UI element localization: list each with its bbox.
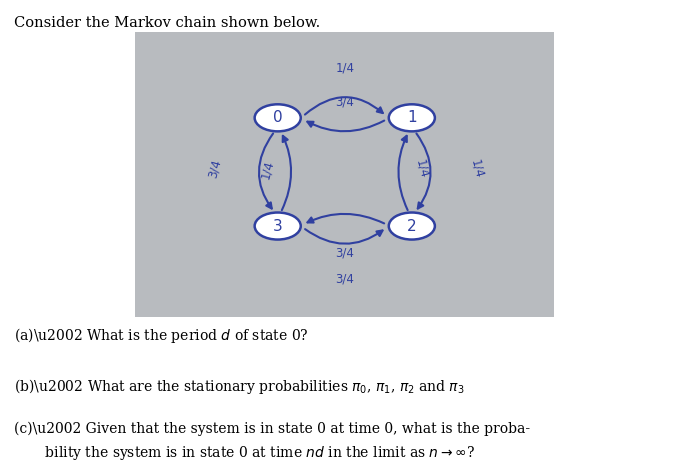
Text: 1/4: 1/4 — [468, 158, 485, 180]
FancyArrowPatch shape — [282, 136, 291, 210]
FancyArrowPatch shape — [305, 97, 383, 114]
Text: 1/4: 1/4 — [335, 62, 354, 75]
Ellipse shape — [255, 104, 301, 131]
Text: 1/4: 1/4 — [258, 158, 276, 180]
Text: 0: 0 — [273, 110, 283, 125]
Text: 2: 2 — [407, 219, 416, 233]
Text: Consider the Markov chain shown below.: Consider the Markov chain shown below. — [14, 16, 320, 30]
Ellipse shape — [255, 213, 301, 239]
Text: 1/4: 1/4 — [414, 158, 431, 180]
Text: 3/4: 3/4 — [335, 272, 354, 285]
FancyArrowPatch shape — [259, 133, 273, 208]
FancyArrowPatch shape — [416, 133, 431, 208]
Text: (a)\u2002 What is the period $d$ of state 0?: (a)\u2002 What is the period $d$ of stat… — [14, 326, 308, 345]
Text: bility the system is in state 0 at time $nd$ in the limit as $n \to \infty$?: bility the system is in state 0 at time … — [14, 444, 475, 463]
FancyArrowPatch shape — [308, 120, 384, 131]
Ellipse shape — [389, 104, 435, 131]
Text: 3/4: 3/4 — [335, 96, 354, 109]
FancyArrowPatch shape — [305, 229, 383, 244]
Text: 1: 1 — [407, 110, 416, 125]
Text: 3/4: 3/4 — [335, 247, 354, 260]
Text: (c)\u2002 Given that the system is in state 0 at time 0, what is the proba-: (c)\u2002 Given that the system is in st… — [14, 421, 529, 436]
FancyArrowPatch shape — [308, 214, 384, 224]
Text: (b)\u2002 What are the stationary probabilities $\pi_0$, $\pi_1$, $\pi_2$ and $\: (b)\u2002 What are the stationary probab… — [14, 377, 464, 396]
Ellipse shape — [389, 213, 435, 239]
Text: 3/4: 3/4 — [206, 158, 224, 180]
Text: 3: 3 — [273, 219, 283, 233]
FancyArrowPatch shape — [398, 136, 408, 210]
